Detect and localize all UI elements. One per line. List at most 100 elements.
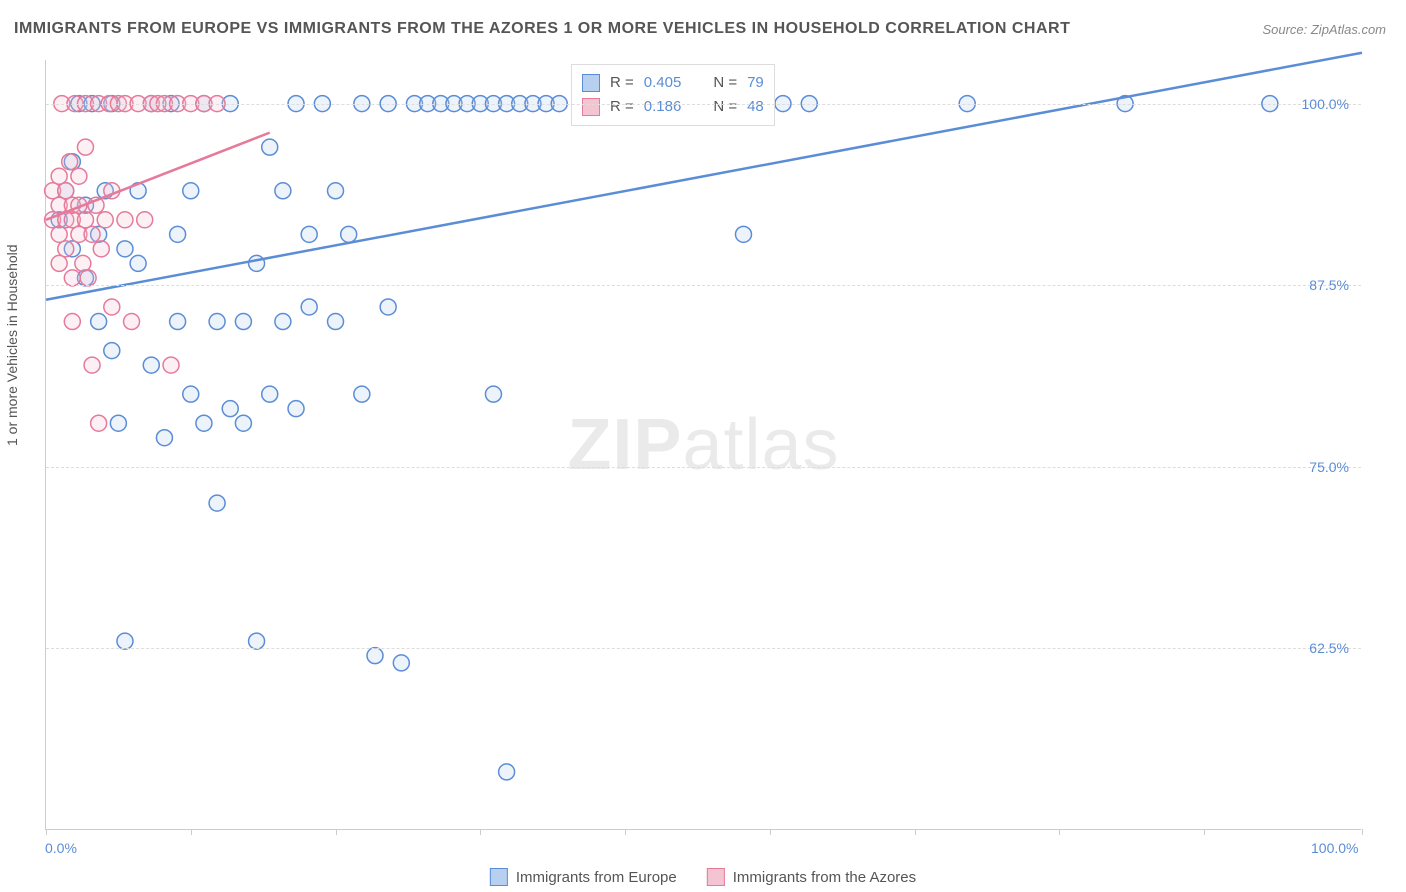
data-point — [51, 226, 67, 242]
data-point — [249, 633, 265, 649]
r-label: R = — [610, 71, 634, 95]
data-point — [170, 314, 186, 330]
data-point — [222, 401, 238, 417]
gridline — [46, 104, 1361, 105]
data-point — [367, 648, 383, 664]
data-point — [209, 495, 225, 511]
chart-svg — [46, 60, 1361, 829]
data-point — [117, 633, 133, 649]
r-value: 0.405 — [644, 71, 682, 95]
r-label: R = — [610, 95, 634, 119]
data-point — [275, 183, 291, 199]
x-tick — [46, 829, 47, 835]
n-value: 79 — [747, 71, 764, 95]
data-point — [341, 226, 357, 242]
x-tick — [336, 829, 337, 835]
legend-item: Immigrants from the Azores — [707, 868, 916, 886]
x-tick — [1204, 829, 1205, 835]
data-point — [262, 386, 278, 402]
x-tick — [480, 829, 481, 835]
data-point — [170, 226, 186, 242]
legend-row: R = 0.186 N = 48 — [582, 95, 764, 119]
data-point — [51, 168, 67, 184]
x-tick — [191, 829, 192, 835]
x-tick-label: 100.0% — [1311, 840, 1358, 856]
n-value: 48 — [747, 95, 764, 119]
data-point — [156, 430, 172, 446]
legend-swatch — [582, 74, 600, 92]
data-point — [124, 314, 140, 330]
x-tick — [770, 829, 771, 835]
data-point — [262, 139, 278, 155]
data-point — [64, 270, 80, 286]
data-point — [137, 212, 153, 228]
legend-swatch — [490, 868, 508, 886]
data-point — [58, 183, 74, 199]
data-point — [51, 255, 67, 271]
data-point — [735, 226, 751, 242]
data-point — [77, 139, 93, 155]
data-point — [183, 386, 199, 402]
data-point — [97, 212, 113, 228]
data-point — [393, 655, 409, 671]
data-point — [209, 314, 225, 330]
data-point — [104, 343, 120, 359]
data-point — [84, 226, 100, 242]
data-point — [80, 270, 96, 286]
data-point — [380, 299, 396, 315]
data-point — [328, 183, 344, 199]
gridline — [46, 285, 1361, 286]
legend-label: Immigrants from Europe — [516, 869, 677, 886]
data-point — [84, 357, 100, 373]
data-point — [91, 415, 107, 431]
x-tick-label: 0.0% — [45, 840, 77, 856]
data-point — [235, 415, 251, 431]
data-point — [499, 764, 515, 780]
legend-row: R = 0.405 N = 79 — [582, 71, 764, 95]
x-tick — [625, 829, 626, 835]
data-point — [58, 241, 74, 257]
data-point — [275, 314, 291, 330]
y-tick-label: 62.5% — [1309, 640, 1349, 656]
data-point — [91, 314, 107, 330]
data-point — [328, 314, 344, 330]
legend-item: Immigrants from Europe — [490, 868, 677, 886]
data-point — [62, 154, 78, 170]
data-point — [71, 168, 87, 184]
correlation-legend: R = 0.405 N = 79 R = 0.186 N = 48 — [571, 64, 775, 126]
legend-swatch — [582, 98, 600, 116]
data-point — [143, 357, 159, 373]
data-point — [130, 255, 146, 271]
y-tick-label: 75.0% — [1309, 459, 1349, 475]
series-legend: Immigrants from Europe Immigrants from th… — [490, 868, 916, 886]
n-label: N = — [713, 95, 737, 119]
data-point — [77, 212, 93, 228]
x-tick — [1059, 829, 1060, 835]
data-point — [104, 299, 120, 315]
data-point — [110, 415, 126, 431]
data-point — [117, 212, 133, 228]
data-point — [163, 357, 179, 373]
data-point — [485, 386, 501, 402]
data-point — [301, 299, 317, 315]
legend-label: Immigrants from the Azores — [733, 869, 916, 886]
gridline — [46, 648, 1361, 649]
legend-swatch — [707, 868, 725, 886]
y-axis-label: 1 or more Vehicles in Household — [4, 244, 20, 446]
data-point — [183, 183, 199, 199]
x-tick — [915, 829, 916, 835]
n-label: N = — [713, 71, 737, 95]
source-attribution: Source: ZipAtlas.com — [1262, 22, 1386, 37]
data-point — [75, 255, 91, 271]
plot-area: ZIPatlas R = 0.405 N = 79 R = 0.186 N = … — [45, 60, 1361, 830]
data-point — [64, 314, 80, 330]
data-point — [93, 241, 109, 257]
chart-title: IMMIGRANTS FROM EUROPE VS IMMIGRANTS FRO… — [14, 20, 1070, 38]
r-value: 0.186 — [644, 95, 682, 119]
data-point — [249, 255, 265, 271]
gridline — [46, 467, 1361, 468]
data-point — [117, 241, 133, 257]
x-tick — [1362, 829, 1363, 835]
data-point — [288, 401, 304, 417]
data-point — [354, 386, 370, 402]
